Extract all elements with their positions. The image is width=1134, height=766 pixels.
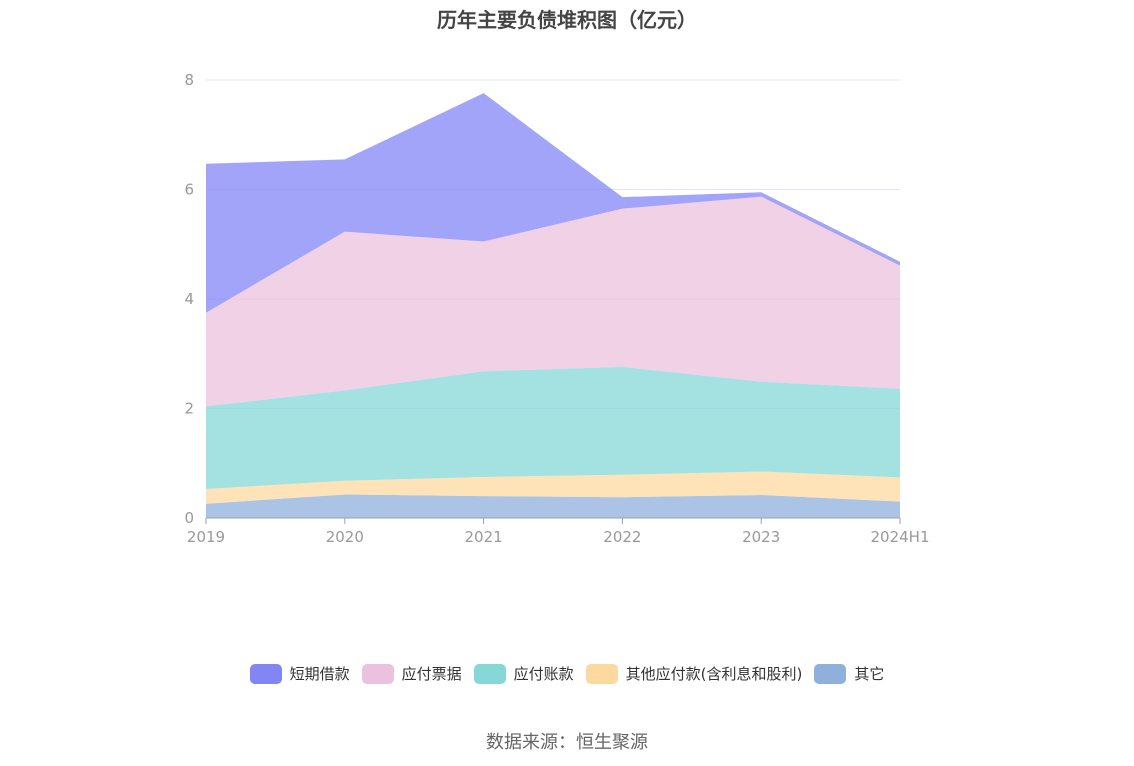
legend-item[interactable]: 应付票据	[361, 663, 462, 684]
legend-swatch	[585, 663, 618, 684]
legend-label: 其他应付款(含利息和股利)	[625, 665, 803, 683]
y-tick-label: 4	[184, 290, 194, 308]
y-tick-label: 2	[184, 400, 194, 418]
legend-swatch	[249, 663, 282, 684]
stacked-area-chart: 0 2 4 6 8 2019 2020 2021 2022 2023 2024H1	[184, 71, 929, 546]
x-tick-label: 2020	[326, 528, 364, 546]
area-series-4	[206, 93, 900, 313]
series-areas	[206, 93, 900, 518]
x-tick-label: 2023	[742, 528, 780, 546]
legend-label: 短期借款	[289, 665, 350, 683]
legend-item[interactable]: 其它	[814, 663, 884, 684]
legend-label: 应付票据	[401, 665, 462, 683]
chart-title: 历年主要负债堆积图（亿元）	[437, 8, 697, 32]
x-tick-label: 2022	[603, 528, 641, 546]
area-series-3	[206, 196, 900, 407]
area-series-1	[206, 471, 900, 504]
x-tick-label: 2019	[187, 528, 225, 546]
chart-legend: 短期借款 应付票据 应付账款 其他应付款(含利息和股利) 其它	[0, 663, 1134, 688]
legend-label: 应付账款	[513, 665, 574, 683]
legend-item[interactable]: 其他应付款(含利息和股利)	[585, 663, 803, 684]
y-tick-label: 0	[184, 509, 194, 527]
legend-swatch	[814, 663, 847, 684]
legend-swatch	[473, 663, 506, 684]
area-series-0	[206, 494, 900, 518]
area-series-2	[206, 366, 900, 489]
y-tick-label: 8	[184, 71, 194, 89]
legend-item[interactable]: 应付账款	[473, 663, 574, 684]
axes: 0 2 4 6 8 2019 2020 2021 2022 2023 2024H1	[184, 71, 929, 546]
legend-label: 其它	[854, 665, 885, 683]
legend-item[interactable]: 短期借款	[249, 663, 350, 684]
legend-swatch	[361, 663, 394, 684]
data-source: 数据来源：恒生聚源	[486, 732, 648, 753]
x-tick-label: 2024H1	[871, 528, 930, 546]
x-tick-label: 2021	[465, 528, 503, 546]
y-tick-label: 6	[184, 181, 194, 199]
